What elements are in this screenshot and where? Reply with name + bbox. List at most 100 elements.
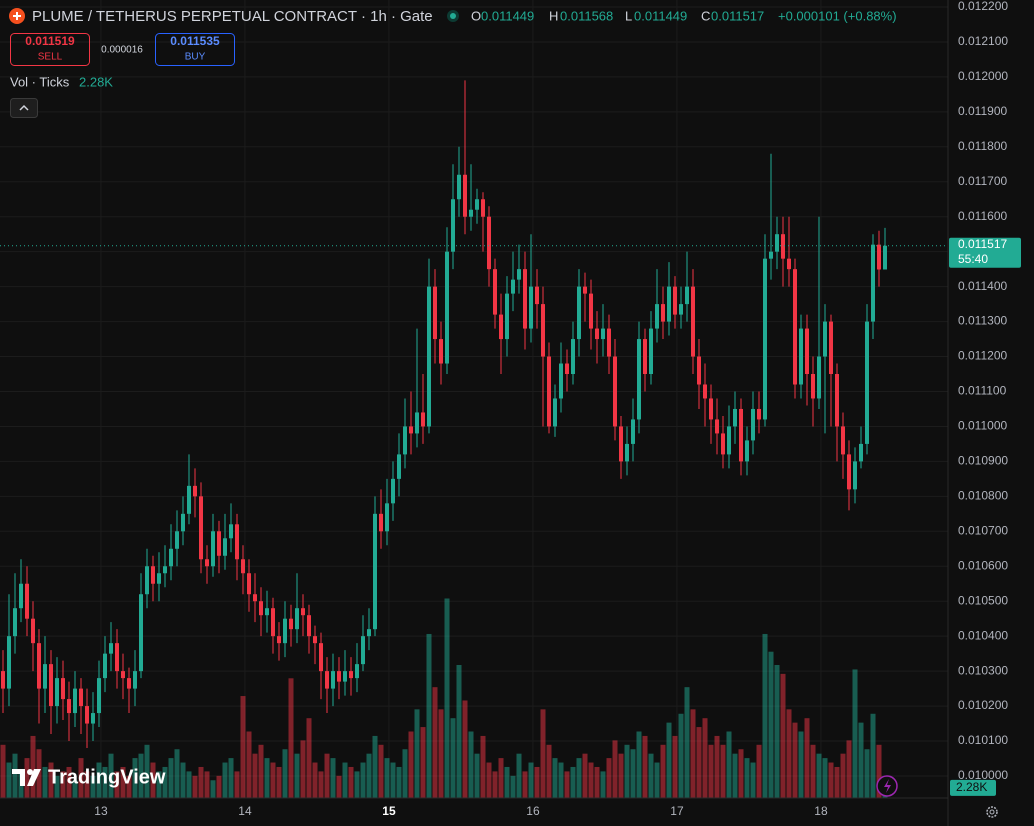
ohlc-label: C [701, 8, 710, 23]
volume-bar [252, 753, 258, 798]
settings-icon[interactable] [989, 809, 995, 815]
y-tick-label: 0.011300 [958, 314, 1007, 328]
buy-button-frame[interactable] [155, 33, 235, 66]
y-tick-label: 0.010700 [958, 523, 1008, 537]
candle-body [205, 559, 209, 567]
volume-bar [144, 744, 150, 798]
lightning-icon[interactable] [884, 779, 891, 793]
candle-body [115, 643, 119, 672]
volume-bar [558, 762, 564, 798]
y-tick-label: 0.012200 [958, 0, 1008, 13]
volume-bar [648, 753, 654, 798]
volume-bar [702, 718, 708, 798]
candle-body [7, 636, 11, 689]
collapse-frame[interactable] [10, 98, 38, 118]
sell-label[interactable]: SELL [38, 52, 63, 63]
chart-title: PLUME / TETHERUS PERPETUAL CONTRACT · 1h… [32, 8, 433, 25]
candle-body [439, 339, 443, 364]
candle-body [685, 286, 689, 305]
collapse-icon[interactable] [19, 104, 29, 111]
sell-button[interactable]: 0.011519 SELL [10, 33, 90, 66]
volume-bar [552, 758, 558, 798]
volume-bar [756, 744, 762, 798]
candle-body [613, 356, 617, 427]
volume-bar [210, 780, 216, 798]
candle-body [583, 286, 587, 294]
volume-bar [156, 771, 162, 798]
volume-bar [198, 766, 204, 798]
candle-body [151, 566, 155, 584]
y-tick-label: 0.010900 [958, 454, 1008, 468]
candle-body [133, 671, 137, 689]
candle-body [619, 426, 623, 462]
buy-label[interactable]: BUY [185, 52, 206, 63]
candle-body [787, 258, 791, 270]
candle-body [169, 548, 173, 567]
volume-bar [24, 758, 30, 798]
candle-body [517, 269, 521, 280]
candle-body [31, 618, 35, 644]
volume-bar [684, 687, 690, 798]
collapse-button[interactable] [10, 98, 38, 118]
candle-body [553, 398, 557, 427]
candle-body [379, 513, 383, 532]
candle-body [259, 601, 263, 616]
candle-body [775, 234, 779, 252]
buy-button[interactable]: 0.011535 BUY [155, 33, 235, 66]
candle-body [751, 408, 755, 441]
volume-bar [732, 753, 738, 798]
y-tick-label: 0.011600 [958, 209, 1007, 223]
candle-body [157, 573, 161, 584]
candle-body [655, 304, 659, 329]
volume-bar [744, 758, 750, 798]
sell-button-frame[interactable] [10, 33, 90, 66]
lightning-button[interactable] [876, 775, 898, 797]
volume-bar [222, 762, 228, 798]
candle-body [715, 419, 719, 434]
volume-bar [780, 673, 786, 798]
volume-bar [234, 771, 240, 798]
volume-bar [174, 749, 180, 798]
ohlc-value: 0.011517 [711, 8, 764, 23]
y-tick-label: 0.011200 [958, 349, 1007, 363]
status-dot [450, 13, 456, 19]
last-price-tag [949, 237, 1021, 268]
settings-icon[interactable] [986, 806, 998, 818]
candle-body [661, 304, 665, 322]
candle-body [667, 286, 671, 322]
candle-body [283, 618, 287, 644]
symbol-logo-mark [13, 12, 21, 20]
y-tick-label: 0.011100 [958, 384, 1007, 398]
volume-bar [432, 687, 438, 798]
volume-bar [240, 696, 246, 798]
candle-body [211, 531, 215, 567]
candle-body [193, 485, 197, 497]
candle-body [703, 384, 707, 399]
candle-body [217, 531, 221, 556]
y-tick-label: 0.010100 [958, 733, 1008, 747]
y-tick-label: 0.011900 [958, 104, 1007, 118]
sell-price[interactable]: 0.011519 [25, 34, 75, 48]
volume-bar [528, 762, 534, 798]
candle-body [637, 339, 641, 420]
buy-price[interactable]: 0.011535 [170, 34, 220, 48]
candle-body [163, 566, 167, 574]
candle-body [529, 286, 533, 329]
candle-body [595, 328, 599, 340]
candle-body [493, 269, 497, 315]
volume-bar [570, 766, 576, 798]
volume-bar [414, 709, 420, 798]
volume-last: 2.28K [79, 74, 113, 89]
ohlc-value: 0.011449 [634, 8, 687, 23]
volume-bar [6, 762, 12, 798]
watermark-mark [27, 769, 33, 775]
candle-body [109, 643, 113, 654]
volume-bar [792, 722, 798, 798]
candle-body [505, 293, 509, 340]
volume-bar [378, 744, 384, 798]
volume-pane [0, 598, 888, 798]
settings-button[interactable] [986, 806, 998, 818]
volume-bar [810, 744, 816, 798]
candle-body [19, 583, 23, 609]
volume-bar [798, 731, 804, 798]
